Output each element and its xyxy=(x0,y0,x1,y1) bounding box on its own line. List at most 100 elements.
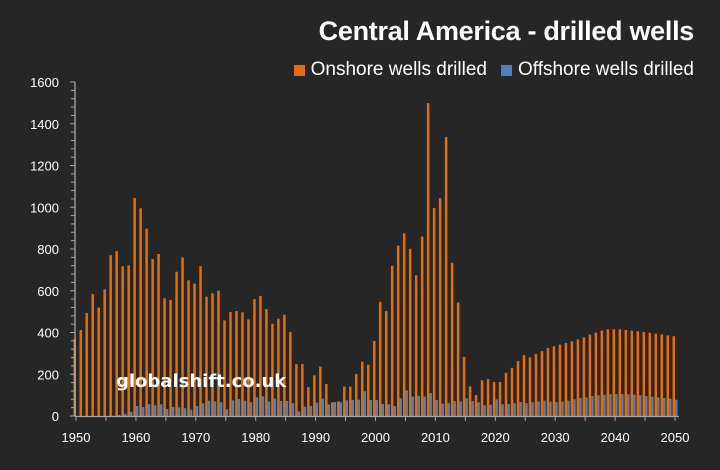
onshore-bar-2042 xyxy=(624,330,628,416)
offshore-bar-2050 xyxy=(675,399,678,416)
x-tick-label: 1970 xyxy=(181,430,210,445)
offshore-bar-2040 xyxy=(615,394,618,416)
offshore-bar-2019 xyxy=(489,404,492,416)
onshore-bar-2009 xyxy=(426,103,430,416)
onshore-bar-1993 xyxy=(331,402,334,416)
offshore-bar-2001 xyxy=(381,404,385,416)
offshore-bar-1961 xyxy=(141,407,145,416)
onshore-bar-1978 xyxy=(241,312,244,416)
offshore-bar-2007 xyxy=(417,395,420,416)
offshore-bar-2047 xyxy=(657,397,660,416)
offshore-bar-1998 xyxy=(363,391,367,416)
onshore-bar-1994 xyxy=(337,401,340,416)
y-tick-label: 800 xyxy=(37,242,59,257)
onshore-bar-1974 xyxy=(217,290,220,416)
offshore-bar-2044 xyxy=(639,395,642,416)
offshore-bar-1981 xyxy=(261,396,265,416)
x-tick-label: 1950 xyxy=(62,430,91,445)
offshore-bar-1974 xyxy=(219,402,223,416)
offshore-bar-1984 xyxy=(279,400,283,416)
onshore-bar-1977 xyxy=(235,311,238,416)
offshore-bar-1967 xyxy=(177,407,181,416)
offshore-bar-1965 xyxy=(165,408,169,416)
onshore-bar-2000 xyxy=(372,341,376,416)
y-tick-label: 600 xyxy=(37,284,59,299)
offshore-bar-2021 xyxy=(501,404,504,416)
offshore-bar-2028 xyxy=(543,400,546,416)
offshore-bar-2003 xyxy=(393,405,396,416)
y-tick-label: 1400 xyxy=(30,117,59,132)
offshore-bar-2033 xyxy=(573,399,576,416)
offshore-bar-2012 xyxy=(447,403,450,416)
offshore-bar-2034 xyxy=(579,398,582,416)
onshore-bar-2020 xyxy=(492,381,496,416)
offshore-bar-2036 xyxy=(591,395,594,416)
onshore-bar-2024 xyxy=(516,361,520,416)
offshore-bar-1966 xyxy=(171,407,175,416)
onshore-bar-2047 xyxy=(654,333,658,416)
legend-item-onshore[interactable]: Onshore wells drilled xyxy=(293,59,487,81)
offshore-bar-2016 xyxy=(471,400,474,416)
onshore-bar-1983 xyxy=(271,323,274,416)
offshore-bar-1988 xyxy=(303,406,307,416)
onshore-bar-2001 xyxy=(378,301,382,416)
offshore-bar-1968 xyxy=(183,408,187,416)
onshore-bar-2041 xyxy=(618,329,622,416)
y-axis: 0 200 400 600 800 1000 1200 1400 1600 xyxy=(30,75,76,424)
onshore-bar-1958 xyxy=(121,266,124,416)
offshore-bar-1964 xyxy=(159,404,163,416)
x-tick-label: 1960 xyxy=(121,430,150,445)
onshore-bar-2021 xyxy=(498,381,502,416)
onshore-bar-2033 xyxy=(570,341,574,416)
offshore-bar-1978 xyxy=(243,400,247,416)
x-tick-label: 1980 xyxy=(241,430,270,445)
legend-label-offshore: Offshore wells drilled xyxy=(517,59,694,80)
offshore-bar-2014 xyxy=(459,401,462,416)
onshore-bar-2018 xyxy=(480,380,484,416)
onshore-bar-1982 xyxy=(265,309,268,416)
offshore-bar-1990 xyxy=(315,402,319,416)
onshore-bar-1989 xyxy=(307,386,310,416)
onshore-bar-2017 xyxy=(474,395,478,417)
offshore-bar-1963 xyxy=(153,405,157,416)
onshore-bar-1995 xyxy=(343,386,346,416)
onshore-bar-1997 xyxy=(355,374,358,416)
onshore-bar-2038 xyxy=(600,330,604,416)
offshore-bar-2017 xyxy=(477,402,480,416)
offshore-bar-2037 xyxy=(597,395,600,416)
legend-item-offshore[interactable]: Offshore wells drilled xyxy=(500,59,694,81)
offshore-bar-1995 xyxy=(345,400,349,416)
x-tick-label: 2020 xyxy=(481,430,510,445)
onshore-bar-1956 xyxy=(109,255,112,416)
x-tick-label: 2040 xyxy=(601,430,630,445)
onshore-bar-2028 xyxy=(540,351,544,416)
onshore-bar-2030 xyxy=(552,346,556,416)
offshore-bar-2032 xyxy=(567,400,570,416)
onshore-bar-2008 xyxy=(420,236,424,416)
offshore-bar-2025 xyxy=(525,403,528,416)
onshore-bar-2007 xyxy=(414,275,418,416)
offshore-bar-2006 xyxy=(411,396,414,416)
offshore-bar-2048 xyxy=(663,398,666,416)
offshore-bar-1977 xyxy=(237,399,241,416)
onshore-bar-2005 xyxy=(402,233,406,416)
onshore-bar-2031 xyxy=(558,344,562,416)
x-tick-label: 2030 xyxy=(541,430,570,445)
chart-title: Central America - drilled wells xyxy=(318,16,695,46)
offshore-bar-2039 xyxy=(609,394,612,416)
offshore-bar-1987 xyxy=(297,411,301,416)
onshore-bar-2035 xyxy=(582,337,586,416)
onshore-bar-2016 xyxy=(468,386,472,416)
onshore-bar-2006 xyxy=(408,248,412,416)
x-tick-label: 2050 xyxy=(661,430,690,445)
onshore-bar-1952 xyxy=(85,313,88,416)
onshore-bar-1986 xyxy=(289,332,292,416)
onshore-bar-1962 xyxy=(145,228,148,416)
offshore-bar-2031 xyxy=(561,401,564,416)
offshore-bar-2035 xyxy=(585,397,588,416)
offshore-bar-1972 xyxy=(207,400,211,416)
legend-swatch-offshore xyxy=(500,64,512,76)
onshore-bar-1953 xyxy=(91,294,94,416)
onshore-bar-2013 xyxy=(450,262,454,416)
